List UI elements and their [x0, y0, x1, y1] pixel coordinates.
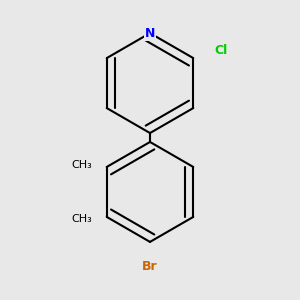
Text: Br: Br — [142, 260, 158, 273]
Text: CH₃: CH₃ — [72, 160, 92, 170]
Text: CH₃: CH₃ — [72, 214, 92, 224]
Text: Cl: Cl — [215, 44, 228, 58]
Text: N: N — [145, 27, 155, 40]
